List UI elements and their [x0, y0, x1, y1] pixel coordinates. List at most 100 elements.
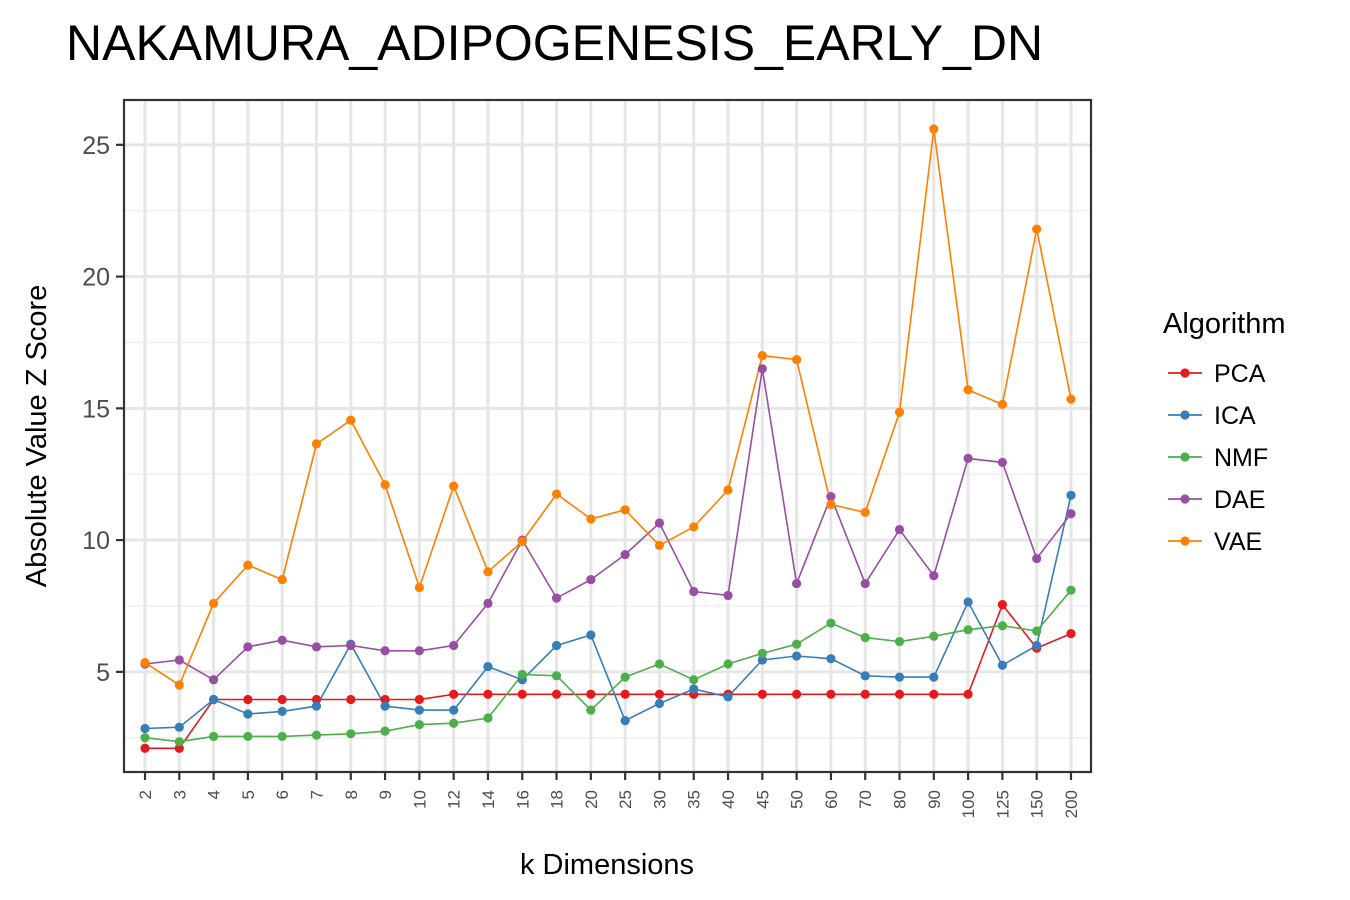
data-point-pca — [243, 694, 253, 705]
series-line-dae — [144, 368, 1072, 681]
data-point-nmf — [586, 705, 596, 715]
series-line-vae — [144, 128, 1072, 687]
x-tick-label: 16 — [513, 790, 532, 809]
data-point-vae — [140, 658, 150, 668]
data-point-nmf — [689, 675, 699, 685]
data-point-ica — [997, 660, 1008, 670]
legend-label-vae: VAE — [1214, 528, 1262, 556]
data-point-nmf — [174, 737, 184, 747]
data-point-ica — [792, 651, 802, 661]
chart-title: NAKAMURA_ADIPOGENESIS_EARLY_DN — [66, 15, 1044, 71]
data-point-ica — [380, 701, 390, 711]
data-point-nmf — [483, 713, 493, 723]
x-tick-label: 5 — [239, 790, 258, 799]
data-point-ica — [140, 723, 150, 734]
data-point-vae — [174, 680, 184, 690]
legend-key-point-nmf — [1180, 452, 1190, 462]
x-tick-label: 4 — [205, 790, 224, 799]
data-point-vae — [792, 354, 802, 365]
data-point-vae — [346, 415, 356, 425]
data-point-vae — [757, 351, 767, 361]
data-point-pca — [929, 689, 939, 699]
series-lines — [144, 128, 1072, 750]
data-point-ica — [277, 706, 287, 716]
data-point-nmf — [929, 631, 939, 641]
data-point-vae — [243, 560, 253, 570]
data-point-vae — [311, 439, 322, 449]
x-tick-label: 200 — [1062, 790, 1081, 818]
data-point-pca — [277, 694, 287, 705]
data-point-dae — [414, 646, 424, 656]
data-point-dae — [449, 640, 459, 651]
data-point-ica — [311, 701, 322, 711]
data-point-ica — [449, 705, 459, 715]
x-tick-label: 90 — [925, 790, 944, 809]
data-point-vae — [414, 582, 424, 593]
data-point-pca — [380, 694, 390, 705]
x-tick-label: 10 — [410, 790, 429, 809]
data-point-pca — [449, 689, 459, 699]
x-tick-label: 18 — [548, 790, 567, 809]
data-point-dae — [620, 549, 630, 560]
data-point-dae — [792, 578, 802, 589]
data-point-dae — [551, 593, 562, 603]
data-point-nmf — [311, 730, 322, 740]
data-point-nmf — [792, 639, 802, 649]
data-point-pca — [757, 689, 767, 699]
data-point-dae — [894, 524, 905, 535]
legend-label-ica: ICA — [1214, 402, 1256, 430]
data-point-pca — [826, 689, 836, 699]
legend-key-point-ica — [1180, 410, 1190, 420]
data-point-ica — [243, 709, 253, 719]
data-point-vae — [517, 536, 527, 547]
x-tick-label: 8 — [342, 790, 361, 799]
legend-label-dae: DAE — [1214, 486, 1265, 514]
data-point-dae — [860, 578, 870, 589]
legend-label-pca: PCA — [1214, 360, 1266, 388]
data-point-nmf — [620, 672, 630, 682]
data-point-vae — [277, 575, 287, 585]
data-point-nmf — [449, 718, 459, 728]
data-point-vae — [997, 399, 1008, 409]
y-tick-label: 20 — [82, 264, 110, 292]
y-tick-label: 5 — [96, 659, 110, 687]
data-point-pca — [997, 600, 1008, 610]
data-point-dae — [311, 642, 322, 652]
data-point-ica — [929, 672, 939, 682]
x-tick-label: 125 — [993, 790, 1012, 818]
data-point-vae — [449, 481, 459, 491]
series-line-ica — [144, 495, 1072, 730]
data-point-vae — [723, 485, 733, 495]
data-point-nmf — [860, 633, 870, 643]
data-point-pca — [654, 689, 665, 699]
data-point-dae — [277, 635, 287, 645]
data-point-vae — [551, 489, 562, 499]
data-point-ica — [1066, 490, 1076, 500]
data-point-nmf — [723, 659, 733, 669]
x-tick-label: 45 — [753, 790, 772, 809]
grid-lines — [124, 100, 1091, 772]
data-point-nmf — [654, 659, 665, 669]
x-tick-label: 80 — [891, 790, 910, 809]
data-point-dae — [1066, 509, 1076, 519]
legend-label-nmf: NMF — [1214, 444, 1268, 472]
data-point-vae — [929, 124, 939, 134]
data-point-vae — [586, 514, 596, 524]
x-tick-label: 60 — [822, 790, 841, 809]
data-point-vae — [208, 598, 219, 608]
data-point-dae — [586, 575, 596, 585]
data-point-dae — [997, 457, 1008, 467]
data-point-vae — [654, 540, 665, 550]
legend-key-point-pca — [1180, 368, 1190, 378]
x-tick-label: 14 — [479, 790, 498, 809]
data-point-pca — [483, 689, 493, 699]
data-point-nmf — [894, 636, 905, 647]
x-tick-label: 12 — [445, 790, 464, 809]
data-point-nmf — [757, 648, 767, 659]
data-point-dae — [208, 675, 219, 685]
x-tick-label: 3 — [170, 790, 189, 799]
data-point-ica — [1032, 640, 1042, 651]
data-point-nmf — [1032, 626, 1042, 636]
x-tick-label: 7 — [307, 790, 326, 799]
x-tick-label: 100 — [959, 790, 978, 818]
